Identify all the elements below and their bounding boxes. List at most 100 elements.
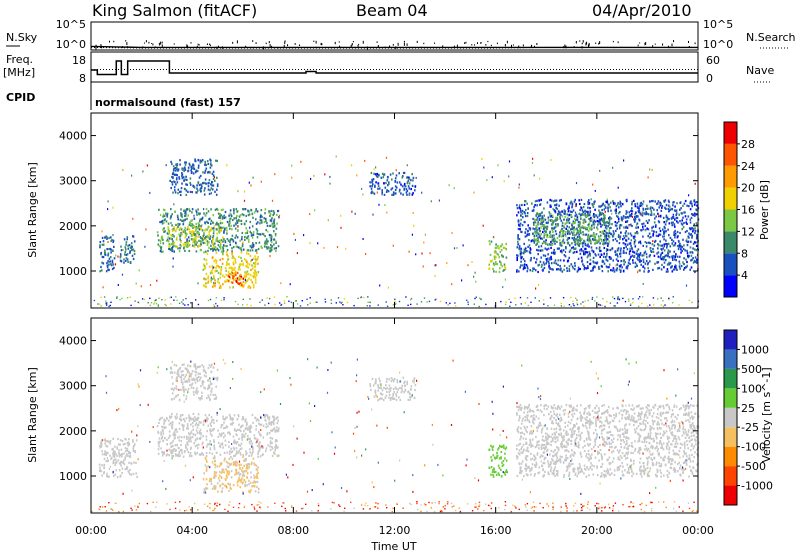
heat-cell	[673, 231, 675, 234]
heat-cell	[561, 229, 563, 233]
heat-cell	[192, 167, 194, 170]
heat-cell	[177, 169, 179, 172]
heat-cell	[663, 261, 666, 264]
heat-cell	[229, 450, 231, 453]
heat-cell	[185, 244, 188, 248]
heat-cell	[686, 249, 688, 252]
noise-spike	[654, 43, 656, 45]
heat-cell	[592, 260, 595, 263]
heat-cell	[207, 386, 210, 389]
heat-cell	[521, 264, 524, 267]
heat-cell	[593, 265, 596, 268]
heat-cell	[590, 269, 592, 272]
heat-cell	[243, 478, 245, 481]
heat-cell	[112, 447, 114, 450]
heat-cell	[626, 243, 629, 246]
heat-cell	[108, 440, 110, 443]
speckle-cell	[508, 160, 511, 163]
speckle-cell	[117, 255, 119, 258]
heat-cell	[582, 233, 585, 236]
heat-cell	[217, 212, 220, 215]
heat-cell	[207, 418, 209, 421]
heat-cell	[242, 285, 245, 288]
heat-cell	[177, 247, 179, 250]
heat-cell	[505, 256, 508, 259]
ground-scatter-cell	[628, 300, 630, 302]
heat-cell	[264, 208, 267, 211]
heat-cell	[628, 259, 630, 262]
heat-cell	[177, 218, 179, 221]
nsearch-label: N.Search	[746, 31, 796, 44]
speckle-cell	[193, 214, 195, 217]
heat-cell	[187, 364, 189, 367]
heat-cell	[252, 448, 254, 451]
ground-scatter-cell	[426, 301, 428, 303]
heat-cell	[691, 230, 694, 233]
ground-scatter-cell	[616, 302, 619, 304]
heat-cell	[499, 250, 502, 253]
heat-cell	[204, 171, 206, 174]
heat-cell	[222, 415, 224, 418]
heat-cell	[618, 225, 621, 228]
heat-cell	[172, 242, 174, 245]
heat-cell	[259, 216, 262, 219]
heat-cell	[182, 223, 185, 226]
freq-tick-high: 18	[72, 54, 86, 67]
power-colorbar-segment	[724, 122, 737, 144]
heat-cell	[587, 230, 590, 233]
heat-cell	[691, 205, 693, 208]
ground-scatter-cell	[286, 296, 288, 298]
noise-spike	[694, 42, 696, 45]
heat-cell	[499, 267, 501, 270]
heat-cell	[100, 445, 102, 448]
heat-cell	[644, 224, 646, 228]
noise-left-tick-low: 10^0	[56, 38, 86, 51]
heat-cell	[101, 474, 103, 477]
noise-series-1	[90, 46, 698, 49]
heat-cell	[182, 167, 184, 171]
heat-cell	[217, 226, 220, 229]
heat-cell	[108, 260, 110, 263]
heat-cell	[234, 454, 236, 457]
heat-cell	[658, 233, 660, 236]
heat-cell	[408, 182, 411, 185]
heat-cell	[216, 413, 218, 416]
heat-cell	[202, 478, 205, 481]
heat-cell	[629, 250, 632, 253]
heat-cell	[538, 215, 540, 218]
heat-cell	[559, 264, 561, 268]
ground-scatter-cell	[161, 299, 163, 301]
heat-cell	[191, 244, 194, 247]
noise-spike	[420, 46, 422, 49]
heat-cell	[234, 270, 237, 273]
heat-cell	[246, 270, 249, 273]
heat-cell	[593, 215, 595, 218]
heat-cell	[645, 253, 648, 256]
heat-cell	[253, 437, 256, 440]
speckle-cell	[421, 252, 423, 255]
heat-cell	[500, 261, 502, 264]
ground-scatter-cell	[176, 299, 178, 302]
heat-cell	[683, 263, 685, 266]
heat-cell	[557, 259, 560, 262]
heat-cell	[235, 429, 238, 432]
heat-cell	[197, 447, 199, 450]
heat-cell	[667, 249, 670, 252]
heat-cell	[406, 189, 409, 192]
noise-spike	[579, 40, 581, 42]
speckle-cell	[502, 270, 504, 272]
heat-cell	[190, 386, 193, 389]
heat-cell	[181, 363, 184, 366]
heat-cell	[208, 480, 211, 483]
heat-cell	[556, 247, 559, 250]
heat-cell	[676, 220, 678, 223]
heat-cell	[101, 261, 103, 264]
heat-cell	[241, 424, 244, 427]
heat-cell	[664, 199, 667, 202]
heat-cell	[566, 213, 568, 216]
heat-cell	[178, 223, 181, 226]
heat-cell	[574, 234, 576, 237]
heat-cell	[135, 472, 137, 475]
heat-cell	[193, 393, 195, 396]
heat-cell	[651, 200, 653, 203]
